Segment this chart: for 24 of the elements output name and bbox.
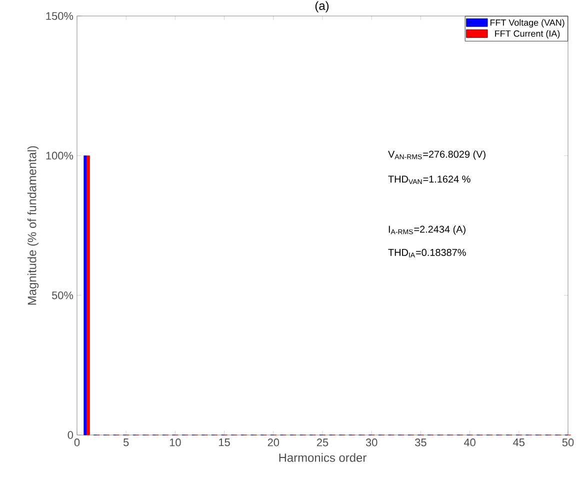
annotation: V$_{AN-RMS}$=276.8029 (V) bbox=[388, 150, 486, 160]
x-tick-label: 20 bbox=[268, 438, 280, 446]
annotation: THD$_{IA}$=0.18387% bbox=[388, 248, 466, 258]
x-tick-label: 50 bbox=[562, 438, 574, 446]
x-tick-label: 40 bbox=[464, 438, 476, 446]
legend-label: FFT Voltage (VAN) bbox=[490, 19, 564, 28]
x-tick-label: 0 bbox=[74, 438, 80, 446]
y-tick-label: 150% bbox=[46, 12, 74, 20]
x-tick-label: 35 bbox=[415, 438, 426, 446]
y-tick-label: 50% bbox=[52, 291, 74, 300]
y-tick-label: 0 bbox=[68, 431, 74, 439]
x-tick-label: 10 bbox=[170, 438, 181, 446]
x-tick-label: 45 bbox=[513, 438, 525, 446]
annotation: THD$_{VAN}$=1.1624 % bbox=[388, 176, 470, 184]
y-tick-label: 100% bbox=[46, 152, 74, 160]
legend-label: FFT Current (IA) bbox=[495, 30, 560, 39]
x-tick-label: 5 bbox=[123, 438, 129, 446]
x-tick-label: 25 bbox=[316, 438, 328, 446]
x-axis-title: Harmonics order bbox=[279, 453, 366, 462]
x-tick-label: 15 bbox=[219, 438, 230, 446]
y-axis-title: Magnitude (% of fundamental) bbox=[27, 146, 39, 305]
chart-title: (a) bbox=[315, 1, 329, 12]
annotation: I$_{A-RMS}$=2.2434 (A) bbox=[388, 225, 466, 235]
x-tick-label: 30 bbox=[366, 438, 378, 446]
